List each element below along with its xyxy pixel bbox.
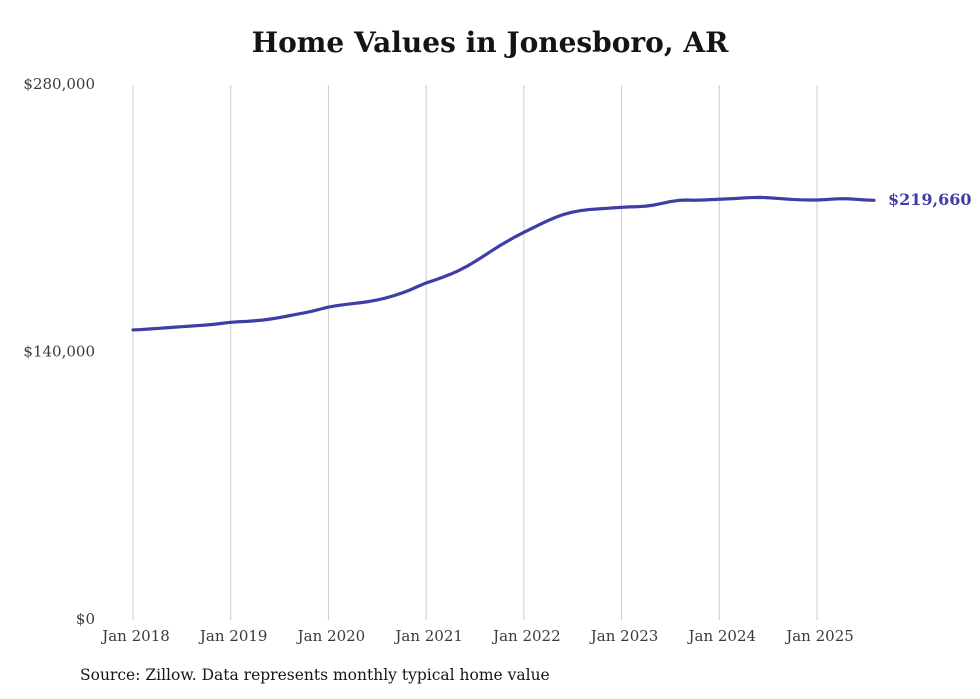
x-tick-label: Jan 2025 (784, 627, 854, 645)
source-note: Source: Zillow. Data represents monthly … (80, 666, 550, 684)
x-tick-label: Jan 2020 (296, 627, 366, 645)
latest-value-label: $219,660 (888, 190, 972, 210)
x-tick-label: Jan 2019 (198, 627, 268, 645)
x-tick-label: Jan 2022 (491, 627, 561, 645)
x-tick-label: Jan 2024 (687, 627, 757, 645)
y-tick-label: $140,000 (23, 343, 95, 361)
chart-title: Home Values in Jonesboro, AR (251, 26, 729, 59)
x-tick-label: Jan 2023 (589, 627, 659, 645)
y-tick-label: $280,000 (23, 75, 95, 93)
y-tick-label: $0 (76, 610, 95, 628)
home-value-line (131, 195, 876, 332)
x-tick-label: Jan 2021 (393, 627, 463, 645)
x-tick-label: Jan 2018 (100, 627, 170, 645)
